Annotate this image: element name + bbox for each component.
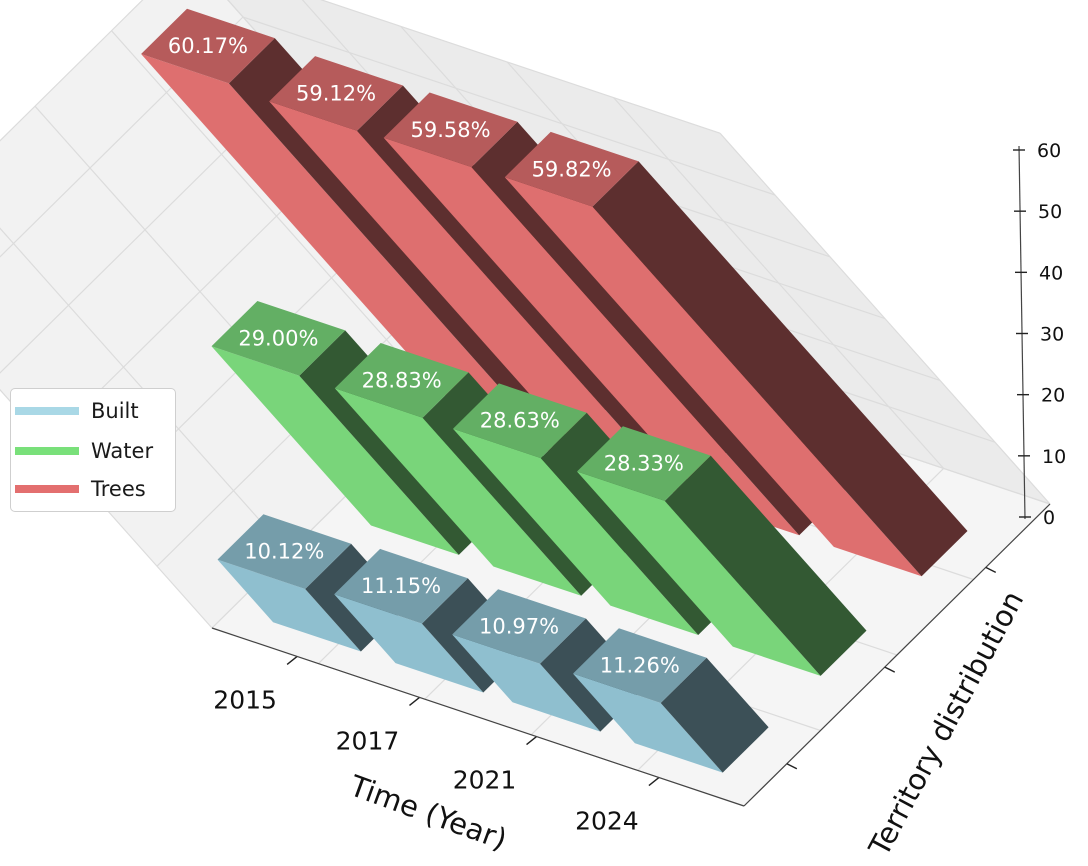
legend-swatch-built <box>15 407 79 415</box>
bar-top-face <box>334 548 468 624</box>
y-tick-mark <box>985 566 997 574</box>
legend-label-water: Water <box>91 439 154 463</box>
z-axis-line <box>1018 145 1026 520</box>
bar-front-face <box>504 177 922 577</box>
legend: Built Water Trees <box>10 388 176 512</box>
x-tick-label: 2024 <box>575 807 639 836</box>
x-tick-label: 2021 <box>453 766 517 795</box>
data-label: 28.33% <box>604 452 684 476</box>
bar-side-face <box>664 455 867 676</box>
x-tick-mark <box>409 696 420 706</box>
z-gridline <box>0 0 721 142</box>
bar-top-face <box>211 301 346 376</box>
bar-front-face <box>573 673 723 773</box>
data-label: 60.17% <box>168 34 248 58</box>
x-tick-label: 2017 <box>336 726 400 755</box>
bar-front-face <box>269 101 683 497</box>
z-tick-label: 30 <box>1040 324 1064 346</box>
legend-swatch-trees <box>15 485 79 493</box>
bar-top-face <box>217 514 352 589</box>
bar-trees-2024: 59.82% <box>504 131 968 577</box>
back-vertical-gridline <box>719 132 1051 505</box>
bar-front-face <box>577 471 821 676</box>
data-label: 59.58% <box>411 118 491 142</box>
bar-front-face <box>453 428 699 635</box>
x-tick-mark <box>526 736 537 746</box>
z-tick-label: 50 <box>1038 201 1062 223</box>
bar-top-face <box>334 343 469 418</box>
legend-swatch-water <box>15 447 79 455</box>
z-tick-label: 10 <box>1042 446 1066 468</box>
bar-built-2024: 11.26% <box>573 628 769 773</box>
left-vertical-gridline <box>111 30 442 402</box>
data-label: 11.26% <box>600 654 680 678</box>
bar-side-face <box>660 657 769 773</box>
bar-top-face <box>452 589 586 664</box>
back-vertical-gridline <box>613 97 945 469</box>
left-vertical-gridline <box>0 227 289 553</box>
data-label: 59.12% <box>296 81 376 105</box>
bar-top-face <box>141 8 275 84</box>
y-tick-mark <box>786 763 798 770</box>
y-axis-line <box>743 503 1051 807</box>
bar-top-face <box>269 56 403 131</box>
bar-top-face <box>577 426 711 501</box>
bar-top-face <box>453 383 587 459</box>
legend-label-trees: Trees <box>91 477 146 501</box>
bar-front-face <box>217 559 361 652</box>
data-label: 10.12% <box>244 540 324 564</box>
bar-front-face <box>452 634 601 732</box>
bar-top-face <box>383 92 518 168</box>
x-tick-mark <box>648 776 660 787</box>
bar-front-face <box>334 594 484 693</box>
data-label: 28.83% <box>362 368 442 392</box>
data-label: 10.97% <box>479 615 559 639</box>
bar-top-face <box>504 131 639 207</box>
data-label: 11.15% <box>361 574 441 598</box>
bar-front-face <box>334 388 582 596</box>
bar-side-face <box>592 161 968 577</box>
x-axis-line <box>211 627 745 807</box>
x-tick-mark <box>286 655 298 666</box>
z-tick-label: 40 <box>1039 262 1063 284</box>
legend-label-built: Built <box>91 399 139 423</box>
bar-front-face <box>141 54 560 456</box>
bars-layer: 60.17% 59.12% 59.58% 59.82% 29.00% 28.83% 28.6… <box>141 8 968 773</box>
data-label: 28.63% <box>480 409 560 433</box>
data-label: 29.00% <box>238 326 318 350</box>
bar-top-face <box>573 628 707 703</box>
ticks-layer: 2015 2017 2021 2024 0 10 20 30 40 50 60 <box>211 140 1066 836</box>
bar-water-2024: 28.33% <box>577 426 867 676</box>
bar-front-face <box>383 137 800 536</box>
data-label: 59.82% <box>532 157 612 181</box>
z-tick-label: 60 <box>1037 140 1061 162</box>
z-tick-label: 0 <box>1043 507 1055 529</box>
y-tick-mark <box>884 666 896 673</box>
x-tick-label: 2015 <box>213 685 277 714</box>
bar-front-face <box>211 346 459 555</box>
z-tick-label: 20 <box>1041 385 1065 407</box>
